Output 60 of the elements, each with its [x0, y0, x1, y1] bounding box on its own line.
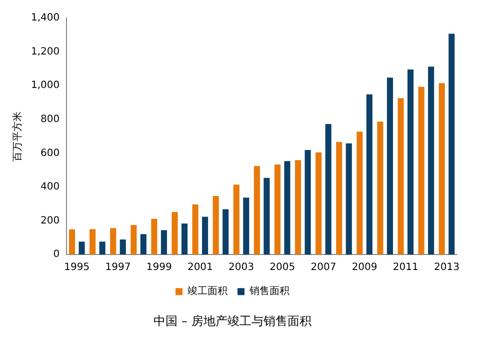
bar: [386, 78, 393, 255]
bar: [181, 224, 188, 255]
bar: [346, 143, 352, 255]
bar: [110, 228, 116, 255]
legend-label: 销售面积: [248, 285, 290, 298]
bar: [68, 229, 76, 255]
y-tick-label: 400: [40, 182, 60, 193]
x-tick-label: 2005: [270, 262, 296, 274]
x-tick-label: 2011: [392, 262, 418, 274]
y-tick-label: 1,200: [30, 46, 60, 58]
bar: [295, 160, 302, 255]
bar: [90, 229, 96, 255]
x-tick-label: 1995: [64, 262, 90, 274]
bar: [438, 83, 445, 255]
bar: [78, 242, 85, 255]
bar: [172, 212, 178, 255]
legend-label: 竣工面积: [188, 285, 228, 298]
y-tick-label: 600: [40, 148, 60, 159]
y-tick-label: 800: [40, 114, 60, 125]
x-tick-label: 2003: [228, 262, 254, 274]
bar: [202, 216, 208, 255]
bar: [336, 142, 342, 255]
bar: [120, 240, 126, 255]
x-tick-label: 2013: [434, 262, 460, 274]
x-tick-label: 2007: [310, 262, 336, 274]
bar: [212, 196, 219, 255]
bar: [304, 150, 311, 255]
bar: [192, 204, 198, 255]
bar: [274, 164, 281, 255]
bar: [366, 94, 372, 255]
bar: [222, 209, 229, 255]
x-tick-label: 1997: [105, 262, 131, 274]
bar: [418, 86, 424, 255]
bar: [356, 132, 363, 255]
y-tick-label: 1,000: [30, 80, 60, 92]
bar: [428, 66, 434, 255]
y-tick-label: 1,400: [30, 12, 60, 24]
bar: [140, 234, 146, 255]
x-tick-label: 2001: [187, 262, 213, 274]
y-tick-label: 0: [53, 249, 60, 260]
bar: [264, 178, 270, 255]
bar: [398, 98, 404, 255]
bar: [233, 184, 240, 255]
bar: [243, 198, 250, 255]
bar: [325, 124, 332, 255]
bar: [284, 161, 290, 255]
bar: [160, 230, 167, 255]
x-tick-label: 2009: [352, 262, 378, 274]
y-axis-title: 百万平方米: [12, 111, 24, 162]
y-tick-label: 200: [40, 215, 60, 226]
bar: [254, 166, 260, 255]
bar: [99, 242, 106, 255]
bar: [407, 70, 414, 255]
bar: [377, 122, 384, 255]
bar: [448, 34, 455, 255]
bar: [151, 218, 158, 255]
x-tick-label: 1999: [146, 262, 172, 274]
text: 中国 – 房地产竣工与销售面积: [154, 314, 312, 328]
bar: [316, 152, 322, 255]
bar: [130, 225, 137, 255]
